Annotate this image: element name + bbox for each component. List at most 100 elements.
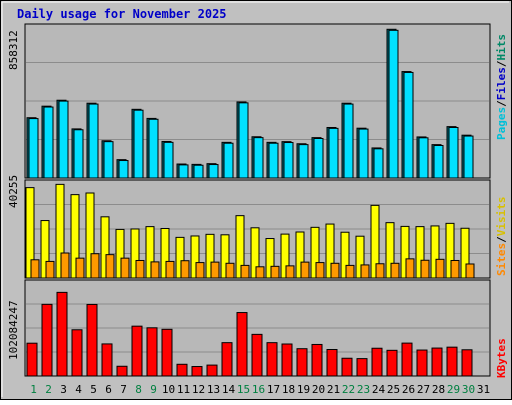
kbytes-bar <box>161 328 173 377</box>
sites-bar <box>135 259 145 279</box>
kbytes-bar <box>41 303 53 377</box>
visits-bar <box>280 233 290 279</box>
kbytes-bar <box>131 325 143 377</box>
visits-bar <box>400 225 410 279</box>
files-bar <box>433 144 444 179</box>
files-bar <box>283 142 294 179</box>
sites-bar <box>120 257 130 279</box>
day-label: 2 <box>45 383 52 396</box>
kbytes-bar <box>191 366 203 377</box>
kbytes-bar <box>206 364 218 377</box>
sites-bar <box>60 252 70 279</box>
day-label: 15 <box>237 383 250 396</box>
files-bar <box>268 142 279 179</box>
visits-bar <box>415 226 425 279</box>
kbytes-bar <box>56 291 68 377</box>
day-label: 5 <box>90 383 97 396</box>
day-label: 31 <box>477 383 490 396</box>
kbytes-bar <box>356 358 368 377</box>
visits-bar <box>190 235 200 279</box>
files-bar <box>118 160 129 179</box>
sites-bar <box>150 261 160 279</box>
legend-visits: Visits <box>495 197 508 237</box>
sites-bar <box>360 264 370 279</box>
panel-hits-files-pages <box>24 23 491 179</box>
day-label: 24 <box>372 383 386 396</box>
day-label: 22 <box>342 383 355 396</box>
legend-sep-2: / <box>495 60 508 67</box>
sites-bar <box>90 253 100 279</box>
files-bar <box>418 137 429 179</box>
files-bar <box>178 164 189 179</box>
day-label: 8 <box>135 383 142 396</box>
visits-bar <box>55 183 65 279</box>
legend-visits-sites: Sites/Visits <box>495 197 508 277</box>
day-label: 4 <box>75 383 82 396</box>
visits-bar <box>310 226 320 279</box>
visits-bar <box>220 234 230 279</box>
sites-bar <box>345 264 355 279</box>
files-bar <box>133 109 144 179</box>
files-bar <box>403 71 414 179</box>
visits-bar <box>160 227 170 279</box>
legend-files: Files <box>495 67 508 100</box>
sites-bar <box>165 260 175 279</box>
visits-bar <box>130 228 140 279</box>
sites-bar <box>75 257 85 279</box>
day-label: 27 <box>417 383 430 396</box>
legend-hits-files-pages: Pages/Files/Hits <box>495 34 508 140</box>
kbytes-bar <box>176 363 188 377</box>
files-bar <box>88 103 99 179</box>
chart-title: Daily usage for November 2025 <box>17 7 227 21</box>
day-label: 12 <box>192 383 205 396</box>
files-bar <box>193 164 204 179</box>
svg-text:Sites/Visits: Sites/Visits <box>495 197 508 277</box>
kbytes-bar <box>236 312 248 377</box>
kbytes-bar <box>26 342 38 377</box>
kbytes-bar <box>101 343 113 377</box>
day-label: 17 <box>267 383 280 396</box>
visits-bar <box>295 231 305 279</box>
visits-bar <box>25 187 35 279</box>
visits-bar <box>250 227 260 279</box>
kbytes-bar <box>461 349 473 377</box>
kbytes-bar <box>86 303 98 377</box>
svg-text:Pages/Files/Hits: Pages/Files/Hits <box>495 34 508 140</box>
visits-bar <box>385 222 395 279</box>
visits-bar <box>460 227 470 279</box>
sites-bar <box>435 258 445 279</box>
day-label: 28 <box>432 383 445 396</box>
day-label: 26 <box>402 383 415 396</box>
sites-bar <box>195 262 205 279</box>
kbytes-bar <box>401 342 413 377</box>
sites-bar <box>240 264 250 279</box>
kbytes-bar <box>431 347 443 377</box>
sites-bar <box>270 265 280 279</box>
kbytes-bar <box>416 349 428 377</box>
legend-sep-3: / <box>495 236 508 243</box>
day-label: 29 <box>447 383 460 396</box>
day-label: 3 <box>60 383 67 396</box>
files-bar <box>73 129 84 179</box>
visits-bar <box>70 194 80 279</box>
sites-bar <box>390 262 400 279</box>
legend-sep-1: / <box>495 100 508 107</box>
panel-visits-sites <box>24 179 491 279</box>
files-bar <box>208 164 219 179</box>
sites-bar <box>180 260 190 279</box>
day-label: 10 <box>162 383 175 396</box>
files-bar <box>223 142 234 179</box>
day-label: 21 <box>327 383 340 396</box>
files-bar <box>58 100 69 179</box>
files-bar <box>343 103 354 179</box>
files-bar <box>448 126 459 179</box>
files-bar <box>43 106 54 179</box>
sites-bar <box>465 263 475 279</box>
kbytes-bar <box>221 342 233 377</box>
legend-kbytes: KBytes <box>495 338 508 378</box>
kbytes-bar <box>371 347 383 377</box>
kbytes-bar <box>281 343 293 377</box>
files-bar <box>148 118 159 179</box>
day-label: 13 <box>207 383 220 396</box>
